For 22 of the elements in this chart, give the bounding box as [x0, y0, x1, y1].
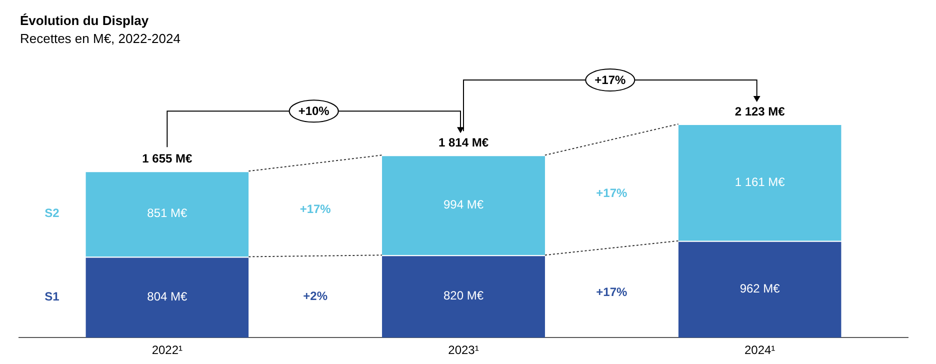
x-tick-label: 2024¹	[744, 343, 776, 358]
chart-title: Évolution du Display	[20, 13, 149, 28]
data-label: 820 M€	[443, 288, 484, 303]
text: +10%	[298, 104, 330, 118]
total-label: 2 123 M€	[734, 104, 786, 118]
chart-subtitle: Recettes en M€, 2022-2024	[20, 31, 180, 46]
data-label: 804 M€	[147, 289, 188, 304]
annotation: +17%	[596, 285, 628, 300]
data-label: 994 M€	[443, 197, 484, 212]
text: S1	[44, 289, 60, 304]
annotation: +17%	[300, 202, 332, 216]
data-label: 851 M€	[147, 206, 188, 220]
text: S2	[44, 206, 60, 220]
total-label: 1 814 M€	[438, 135, 489, 150]
x-tick-label: 2022¹	[152, 343, 183, 358]
text: +17%	[594, 72, 626, 87]
data-label: 1 161 M€	[734, 174, 786, 189]
data-label: 962 M€	[740, 282, 780, 296]
annotation: +17%	[596, 186, 628, 200]
annotation: +2%	[303, 289, 328, 304]
x-tick-label: 2023¹	[448, 343, 479, 358]
total-label: 1 655 M€	[142, 151, 193, 166]
